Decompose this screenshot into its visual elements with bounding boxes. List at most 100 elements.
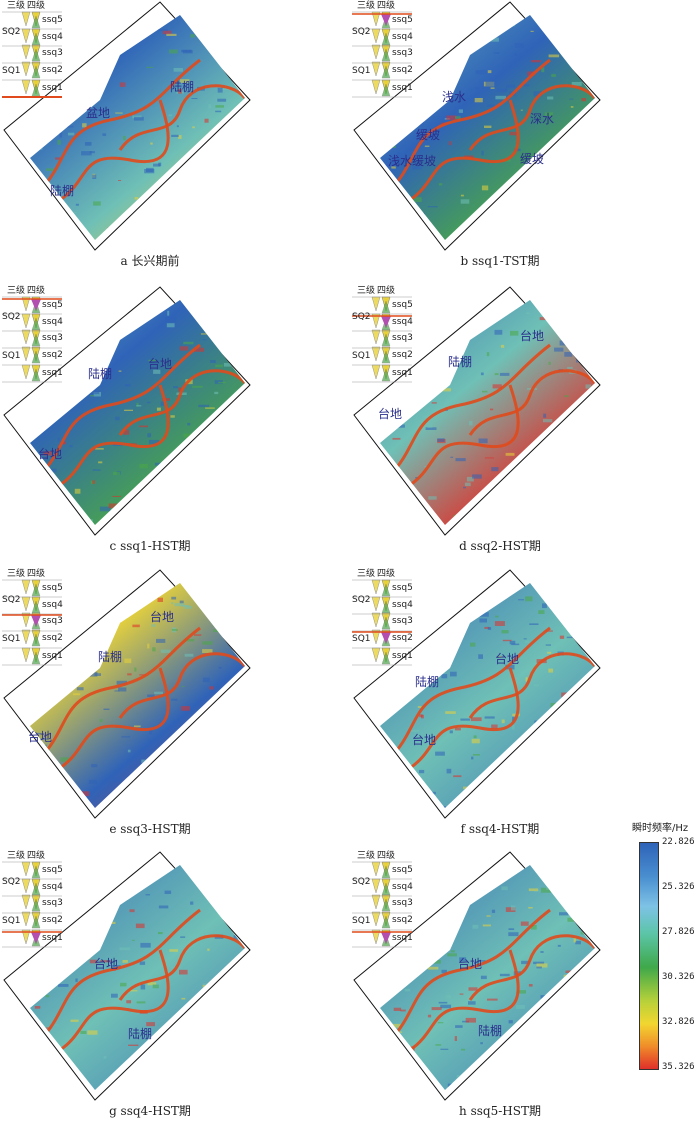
- seismic-attribute-map: [2, 851, 251, 1101]
- sequence-column: [2, 296, 62, 383]
- facies-label: 台地: [28, 730, 53, 744]
- sequence-label-fourth_order: 四级: [377, 1, 396, 11]
- facies-label: 台地: [520, 329, 545, 343]
- sequence-label-ssq4: ssq4: [392, 600, 413, 610]
- survey-outline: [3, 1, 251, 251]
- seismic-attribute-map: [352, 851, 601, 1101]
- sequence-column: [2, 579, 62, 666]
- sequence-labels: 三级 四级 SQ2 SQ1 ssq5 ssq4 ssq3 ssq2 ssq1: [350, 568, 413, 668]
- sequence-label-ssq2: ssq2: [392, 633, 413, 643]
- sequence-label-sq1: SQ1: [2, 351, 21, 361]
- sequence-label-fourth_order: 四级: [27, 569, 46, 579]
- sequence-label-ssq1: ssq1: [392, 83, 413, 93]
- survey-outline: [353, 1, 601, 251]
- sequence-label-fourth_order: 四级: [27, 286, 46, 296]
- sequence-label-sq2: SQ2: [2, 595, 21, 605]
- sequence-label-ssq3: ssq3: [42, 616, 63, 626]
- frequency-legend: 瞬时频率/Hz 22.826 25.326 27.826 30.326 32.8…: [632, 815, 700, 1075]
- sequence-label-third_order: 三级: [7, 569, 26, 579]
- sequence-column: [2, 11, 62, 98]
- sequence-label-sq2: SQ2: [2, 312, 21, 322]
- sequence-label-fourth_order: 四级: [27, 851, 46, 861]
- facies-label: 台地: [378, 407, 403, 421]
- panel-caption-b: b ssq1-TST期: [460, 254, 540, 268]
- survey-outline: [353, 569, 601, 819]
- facies-label: 深水: [530, 112, 555, 126]
- sequence-labels: 三级 四级 SQ2 SQ1 ssq5 ssq4 ssq3 ssq2 ssq1: [0, 850, 63, 950]
- sequence-label-ssq1: ssq1: [42, 651, 63, 661]
- sequence-label-ssq4: ssq4: [42, 882, 63, 892]
- facies-label: 缓坡: [520, 152, 545, 166]
- panel-caption-f: f ssq4-HST期: [460, 822, 540, 836]
- panel-caption-h: h ssq5-HST期: [459, 1104, 541, 1118]
- sequence-label-third_order: 三级: [7, 851, 26, 861]
- sequence-label-sq2: SQ2: [352, 877, 371, 887]
- sequence-label-sq1: SQ1: [352, 351, 371, 361]
- sequence-label-sq1: SQ1: [352, 634, 371, 644]
- legend-tick: 30.326: [662, 972, 695, 982]
- sequence-column: [352, 296, 412, 383]
- map-panel-d: 三级 四级 SQ2 SQ1 ssq5 ssq4 ssq3 ssq2 ssq1 台地 陆棚 台地: [350, 285, 650, 536]
- facies-label: 台地: [495, 652, 520, 666]
- facies-label: 台地: [94, 957, 119, 971]
- facies-label: 缓坡: [416, 128, 441, 142]
- sequence-label-ssq1: ssq1: [42, 83, 63, 93]
- sequence-label-ssq5: ssq5: [392, 300, 413, 310]
- legend-tick: 22.826: [662, 837, 695, 847]
- facies-label: 台地: [150, 610, 175, 624]
- map-panel-h: 三级 四级 SQ2 SQ1 ssq5 ssq4 ssq3 ssq2 ssq1 台地 陆棚: [350, 850, 650, 1101]
- sequence-label-ssq5: ssq5: [42, 583, 63, 593]
- sequence-column: [2, 861, 62, 948]
- map-panel-c: 三级 四级 SQ2 SQ1 ssq5 ssq4 ssq3 ssq2 ssq1 陆棚 台地 台地: [0, 285, 300, 536]
- sequence-label-ssq4: ssq4: [42, 32, 63, 42]
- sequence-label-ssq2: ssq2: [392, 350, 413, 360]
- survey-outline: [353, 851, 601, 1101]
- sequence-label-ssq3: ssq3: [392, 48, 413, 58]
- survey-outline: [3, 286, 251, 536]
- sequence-label-ssq1: ssq1: [42, 933, 63, 943]
- facies-label: 陆棚: [88, 367, 113, 381]
- sequence-label-ssq2: ssq2: [42, 633, 63, 643]
- sequence-labels: 三级 四级 SQ2 SQ1 ssq5 ssq4 ssq3 ssq2 ssq1: [350, 850, 413, 950]
- facies-label: 陆棚: [98, 650, 123, 664]
- legend-tick: 32.826: [662, 1017, 695, 1027]
- map-panel-b: 三级 四级 SQ2 SQ1 ssq5 ssq4 ssq3 ssq2 ssq1 浅水缓坡 缓坡 浅水 深水…: [350, 0, 650, 251]
- sequence-label-third_order: 三级: [357, 286, 376, 296]
- map-panel-a: 三级 四级 SQ2 SQ1 ssq5 ssq4 ssq3 ssq2 ssq1 盆地 陆棚 陆棚: [0, 0, 300, 251]
- sequence-label-ssq5: ssq5: [42, 300, 63, 310]
- facies-label: 浅水: [442, 90, 467, 104]
- sequence-label-third_order: 三级: [7, 286, 26, 296]
- facies-label: 陆棚: [448, 355, 473, 369]
- sequence-label-ssq5: ssq5: [392, 15, 413, 25]
- sequence-label-ssq2: ssq2: [42, 65, 63, 75]
- sequence-label-sq1: SQ1: [2, 634, 21, 644]
- map-panel-e: 三级 四级 SQ2 SQ1 ssq5 ssq4 ssq3 ssq2 ssq1 台地 陆棚 台地: [0, 568, 300, 819]
- facies-label: 台地: [458, 957, 483, 971]
- sequence-column: [352, 861, 412, 948]
- seismic-attribute-map: [2, 569, 251, 819]
- facies-label: 台地: [38, 447, 63, 461]
- facies-label: 盆地: [86, 106, 111, 120]
- legend-tick: 35.326: [662, 1062, 695, 1072]
- survey-outline: [353, 286, 601, 536]
- sequence-label-third_order: 三级: [357, 1, 376, 11]
- sequence-label-fourth_order: 四级: [377, 286, 396, 296]
- sequence-labels: 三级 四级 SQ2 SQ1 ssq5 ssq4 ssq3 ssq2 ssq1: [0, 0, 63, 100]
- facies-label: 陆棚: [128, 1027, 153, 1041]
- sequence-label-sq2: SQ2: [2, 877, 21, 887]
- sequence-label-fourth_order: 四级: [27, 1, 46, 11]
- sequence-label-sq1: SQ1: [2, 916, 21, 926]
- sequence-label-fourth_order: 四级: [377, 569, 396, 579]
- sequence-label-ssq5: ssq5: [42, 865, 63, 875]
- sequence-label-sq2: SQ2: [352, 27, 371, 37]
- facies-label: 陆棚: [170, 80, 195, 94]
- sequence-label-ssq2: ssq2: [42, 350, 63, 360]
- survey-outline: [3, 851, 251, 1101]
- sequence-label-ssq3: ssq3: [42, 48, 63, 58]
- sequence-column: [352, 11, 412, 98]
- sequence-label-ssq4: ssq4: [42, 600, 63, 610]
- sequence-label-ssq1: ssq1: [42, 368, 63, 378]
- sequence-label-ssq5: ssq5: [42, 15, 63, 25]
- sequence-labels: 三级 四级 SQ2 SQ1 ssq5 ssq4 ssq3 ssq2 ssq1: [350, 0, 413, 100]
- legend-colorbar: [639, 842, 659, 1070]
